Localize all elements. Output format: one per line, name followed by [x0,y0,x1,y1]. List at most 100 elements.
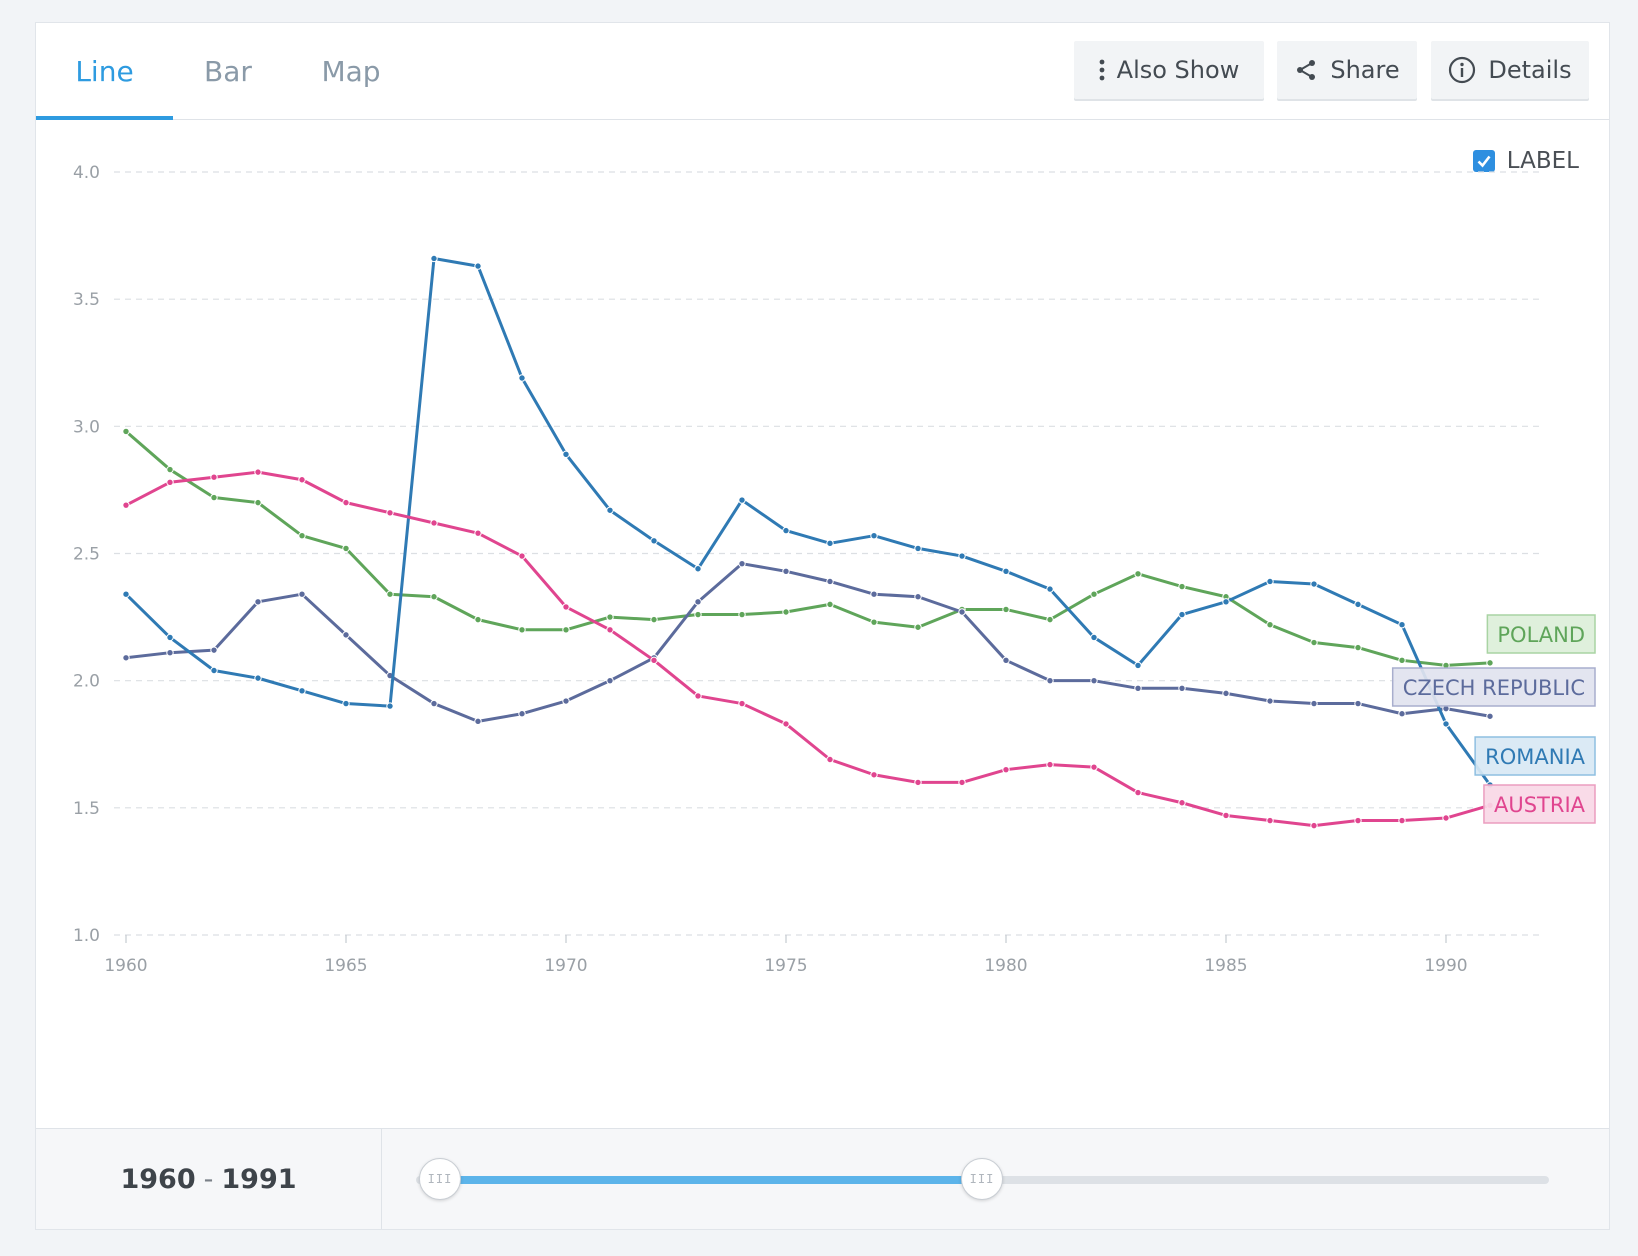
line-chart: 1.0 1.5 2.0 2.5 3.0 3.5 4.0 1960 1965 1970 1975 198… [73,163,1596,976]
data-point [210,666,218,675]
data-point [1354,643,1362,652]
data-point [254,598,262,606]
data-point [606,506,614,514]
data-point [122,427,130,436]
data-point [1398,816,1406,825]
data-point [122,501,130,509]
series-label-text: AUSTRIA [1494,793,1586,817]
tab-bar-chart[interactable]: Bar [173,23,283,119]
also-show-button[interactable]: Also Show [1074,41,1264,99]
y-tick-label: 3.0 [73,417,100,437]
data-point [1002,567,1010,576]
data-point [342,699,350,708]
x-tick-label: 1975 [764,956,807,976]
data-point [254,498,262,507]
data-point [254,674,262,682]
data-point [1398,710,1406,718]
check-icon [1477,155,1491,168]
data-point [562,603,570,611]
data-point [1046,676,1054,685]
data-point [474,529,482,537]
share-button[interactable]: Share [1277,41,1417,99]
data-point [342,498,350,507]
data-point [562,626,570,634]
y-tick-label: 1.0 [73,926,100,946]
data-point [562,450,570,459]
y-tick-label: 3.5 [73,290,100,310]
data-point [166,648,174,657]
share-icon [1297,60,1316,80]
data-point [430,254,438,263]
data-point [298,531,306,540]
series-label-romania: ROMANIA [1474,736,1596,776]
range-start-handle[interactable]: III [419,1158,461,1200]
data-point [914,623,922,631]
data-point [1090,590,1098,598]
data-point [958,778,966,787]
data-point [1398,621,1406,629]
data-point [606,613,614,621]
data-point [782,720,790,728]
series-label-text: ROMANIA [1485,745,1586,769]
data-point [430,519,438,527]
data-point [518,552,526,560]
data-point [650,656,658,665]
data-point [386,590,394,598]
data-point [826,577,834,586]
data-point [1266,816,1274,825]
data-point [1090,763,1098,771]
details-label: Details [1488,56,1572,84]
x-tick-label: 1985 [1204,956,1247,976]
data-point [210,473,218,481]
label-toggle-text: LABEL [1506,148,1579,174]
data-point [958,552,966,560]
data-point [474,262,482,270]
data-point [694,610,702,619]
data-point [342,544,350,553]
series-line-czech-republic [125,562,1491,723]
data-point [254,468,262,476]
data-point [1442,720,1450,728]
data-point [606,676,614,685]
series-label-czech-republic: CZECH REPUBLIC [1391,667,1596,707]
tab-line[interactable]: Line [36,23,173,119]
data-point [650,537,658,545]
data-point [826,600,834,609]
data-point [518,626,526,634]
details-button[interactable]: Details [1431,41,1589,99]
data-point [1266,577,1274,586]
data-point [1134,684,1142,692]
data-point [738,496,746,504]
x-tick-label: 1990 [1424,956,1467,976]
data-point [1046,760,1054,769]
data-point [210,493,218,502]
data-point [782,567,790,576]
data-point [1266,621,1274,629]
tab-line-label: Line [75,54,134,88]
series-label-box [1486,614,1596,654]
data-point [518,710,526,718]
data-point [1442,814,1450,822]
label-checkbox[interactable] [1472,150,1495,172]
share-label: Share [1330,56,1400,84]
x-tick-label: 1970 [544,956,587,976]
range-end-handle[interactable]: III [960,1158,1003,1200]
data-point [1134,788,1142,797]
data-point [1398,656,1406,665]
data-point [738,559,746,568]
data-point [1354,699,1362,708]
series-label-box [1483,784,1596,824]
also-show-label: Also Show [1116,56,1240,84]
data-point [166,633,174,642]
range-start: 1960 [120,1163,196,1195]
tab-map-label: Map [321,54,381,88]
data-point [650,615,658,624]
data-point [342,631,350,639]
data-point [1002,656,1010,665]
data-point [1178,684,1186,692]
data-point [166,478,174,486]
label-toggle[interactable]: LABEL [1472,146,1579,176]
tab-map[interactable]: Map [296,23,406,119]
series-label-poland: POLAND [1486,614,1596,654]
data-point [562,697,570,705]
